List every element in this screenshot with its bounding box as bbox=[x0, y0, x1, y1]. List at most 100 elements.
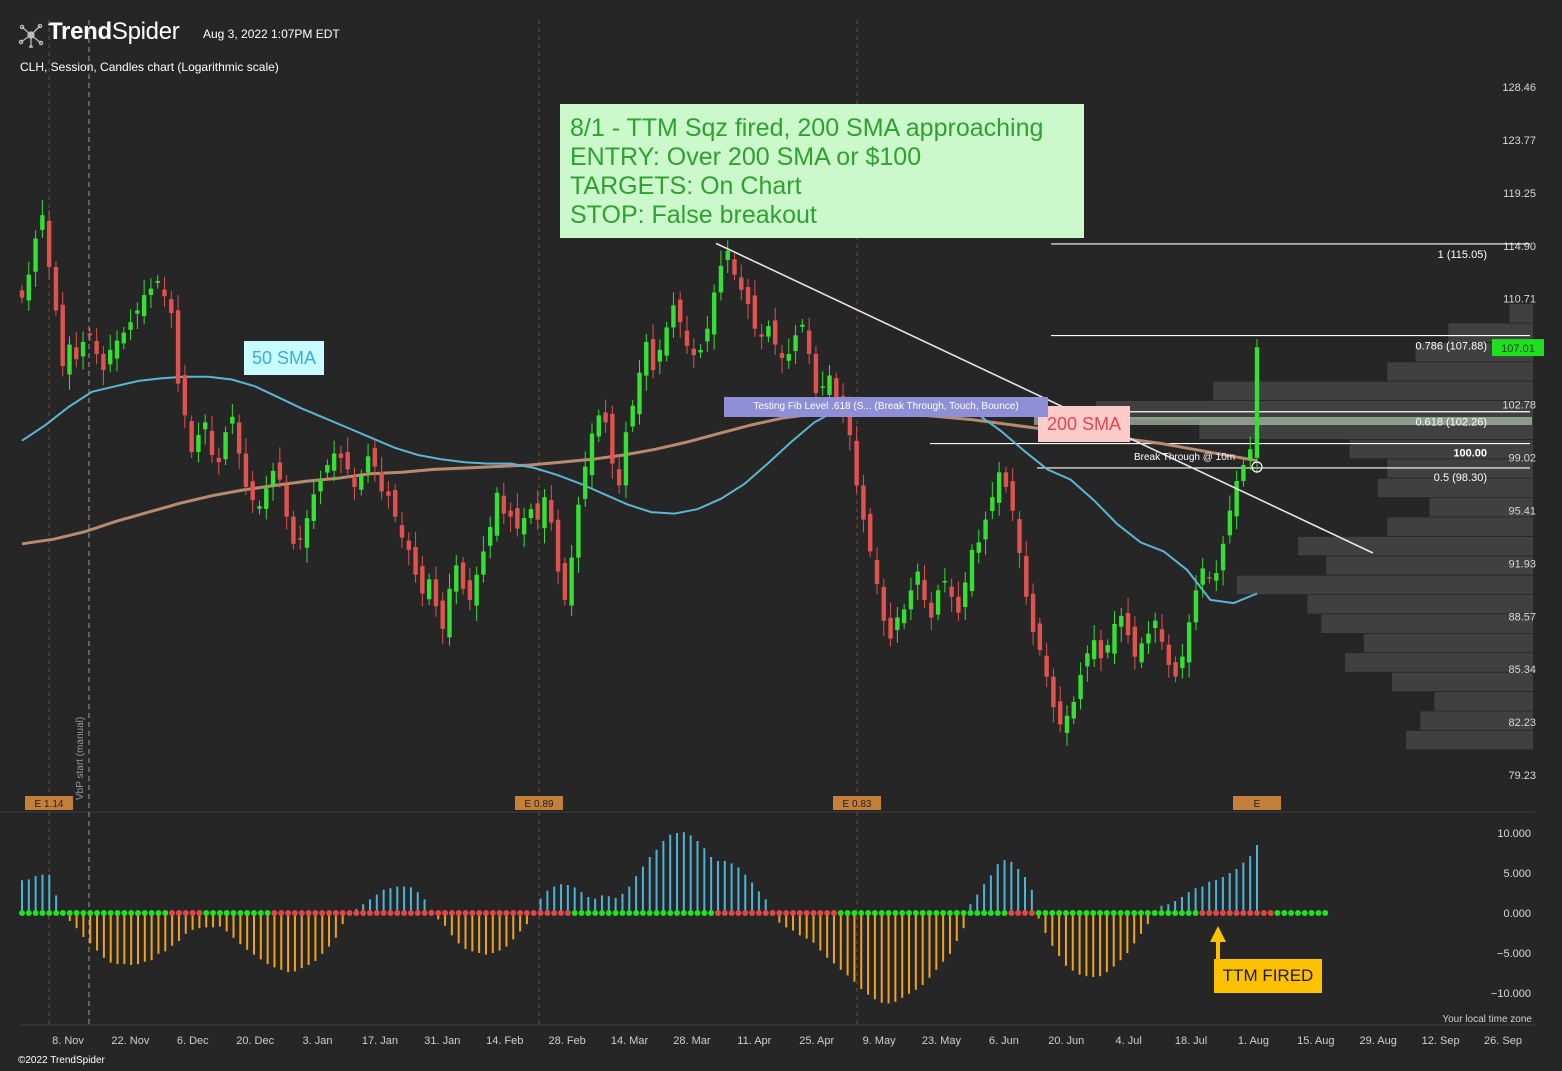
squeeze-dot bbox=[1260, 910, 1267, 916]
volume-profile-bar bbox=[1406, 730, 1533, 750]
candle-body bbox=[644, 341, 649, 376]
candle-body bbox=[895, 617, 900, 631]
candle-body bbox=[386, 491, 391, 496]
squeeze-dot bbox=[933, 910, 940, 916]
price-tick-label: 102.78 bbox=[1502, 400, 1536, 412]
squeeze-dot bbox=[1151, 910, 1158, 916]
candle-body bbox=[671, 305, 676, 328]
volume-profile-bar bbox=[1387, 517, 1533, 536]
candle-body bbox=[1153, 620, 1158, 628]
squeeze-dot bbox=[1281, 910, 1288, 916]
candle-body bbox=[399, 525, 405, 538]
squeeze-dot bbox=[1185, 910, 1192, 916]
candle-body bbox=[1071, 701, 1076, 719]
squeeze-dot bbox=[346, 910, 353, 916]
squeeze-dot bbox=[1008, 910, 1015, 916]
squeeze-dot bbox=[1042, 910, 1049, 916]
date-tick-label: 28. Feb bbox=[548, 1035, 585, 1047]
candle-body bbox=[657, 349, 663, 362]
candle-body bbox=[888, 617, 893, 639]
squeeze-dot bbox=[790, 910, 797, 916]
squeeze-dot bbox=[421, 910, 428, 916]
candle-body bbox=[528, 509, 534, 519]
squeeze-dot bbox=[708, 910, 715, 916]
candle-body bbox=[718, 265, 724, 293]
candle-body bbox=[1037, 623, 1043, 651]
squeeze-dot bbox=[407, 910, 414, 916]
squeeze-dot bbox=[87, 910, 94, 916]
candle-body bbox=[460, 562, 466, 589]
candle-body bbox=[1159, 629, 1165, 642]
sma200-label: 200 SMA bbox=[1038, 406, 1130, 442]
squeeze-dot bbox=[1308, 910, 1315, 916]
note-line: ENTRY: Over 200 SMA or $100 bbox=[570, 143, 922, 171]
candle-body bbox=[53, 267, 59, 311]
squeeze-dot bbox=[612, 910, 619, 916]
ttm-fired-label: TTM FIRED bbox=[1214, 959, 1322, 993]
squeeze-dot bbox=[1062, 910, 1069, 916]
candle-body bbox=[433, 579, 439, 607]
candle-body bbox=[630, 405, 635, 427]
squeeze-dot bbox=[926, 910, 933, 916]
fib-test-alert-label[interactable]: Testing Fib Level .618 (S... (Break Thro… bbox=[724, 397, 1048, 417]
squeeze-dot bbox=[19, 910, 25, 916]
volume-profile-bar bbox=[1345, 653, 1533, 672]
squeeze-dot bbox=[1124, 910, 1131, 916]
squeeze-dot bbox=[59, 910, 66, 916]
candle-body bbox=[922, 580, 927, 600]
squeeze-dot bbox=[592, 910, 599, 916]
candle-body bbox=[121, 332, 126, 344]
volume-profile-bar bbox=[1363, 633, 1533, 653]
squeeze-dot bbox=[721, 910, 728, 916]
brand-rest: Spider bbox=[111, 18, 180, 45]
volume-profile-bar bbox=[1095, 401, 1533, 420]
squeeze-dot bbox=[380, 910, 387, 916]
squeeze-dot bbox=[639, 910, 646, 916]
squeeze-dot bbox=[1028, 910, 1035, 916]
squeeze-dot bbox=[353, 910, 360, 916]
squeeze-dot bbox=[237, 910, 244, 916]
squeeze-dot bbox=[844, 910, 851, 916]
candle-body bbox=[1010, 481, 1015, 511]
squeeze-dot bbox=[755, 910, 762, 916]
candle-body bbox=[779, 353, 785, 358]
candle-body bbox=[46, 220, 52, 268]
volume-profile-bar bbox=[1434, 692, 1533, 711]
ttm-fired-arrow-shaft bbox=[1216, 941, 1220, 959]
candle-body bbox=[291, 516, 296, 544]
candle-body bbox=[467, 580, 473, 600]
candle-body bbox=[1173, 662, 1178, 677]
squeeze-dot bbox=[994, 910, 1001, 916]
squeeze-dot bbox=[571, 910, 578, 916]
squeeze-dot bbox=[141, 910, 148, 916]
volume-profile-bar bbox=[1307, 595, 1533, 614]
candle-body bbox=[976, 542, 981, 553]
candle-body bbox=[854, 440, 859, 486]
squeeze-dot bbox=[974, 910, 981, 916]
candle-body bbox=[678, 299, 683, 323]
squeeze-dot bbox=[1056, 910, 1063, 916]
candle-body bbox=[379, 472, 384, 492]
candle-body bbox=[481, 551, 486, 575]
squeeze-dot bbox=[94, 910, 101, 916]
squeeze-dot bbox=[401, 910, 408, 916]
squeeze-dot bbox=[73, 910, 80, 916]
candle-body bbox=[942, 580, 948, 583]
squeeze-dot bbox=[810, 910, 817, 916]
squeeze-dot bbox=[1226, 910, 1233, 916]
earnings-tag bbox=[1233, 796, 1281, 810]
squeeze-dot bbox=[551, 910, 558, 916]
note-line: STOP: False breakout bbox=[570, 201, 817, 229]
squeeze-dot bbox=[619, 910, 626, 916]
candle-body bbox=[1227, 510, 1233, 536]
earnings-tag bbox=[25, 796, 73, 810]
candle-body bbox=[209, 430, 215, 455]
candle-body bbox=[576, 504, 581, 558]
squeeze-dot bbox=[462, 910, 469, 916]
timezone-note: Your local time zone bbox=[1442, 1014, 1532, 1025]
candle-body bbox=[1078, 674, 1083, 700]
candle-body bbox=[908, 590, 914, 610]
squeeze-dot bbox=[476, 910, 483, 916]
squeeze-dot bbox=[714, 910, 721, 916]
